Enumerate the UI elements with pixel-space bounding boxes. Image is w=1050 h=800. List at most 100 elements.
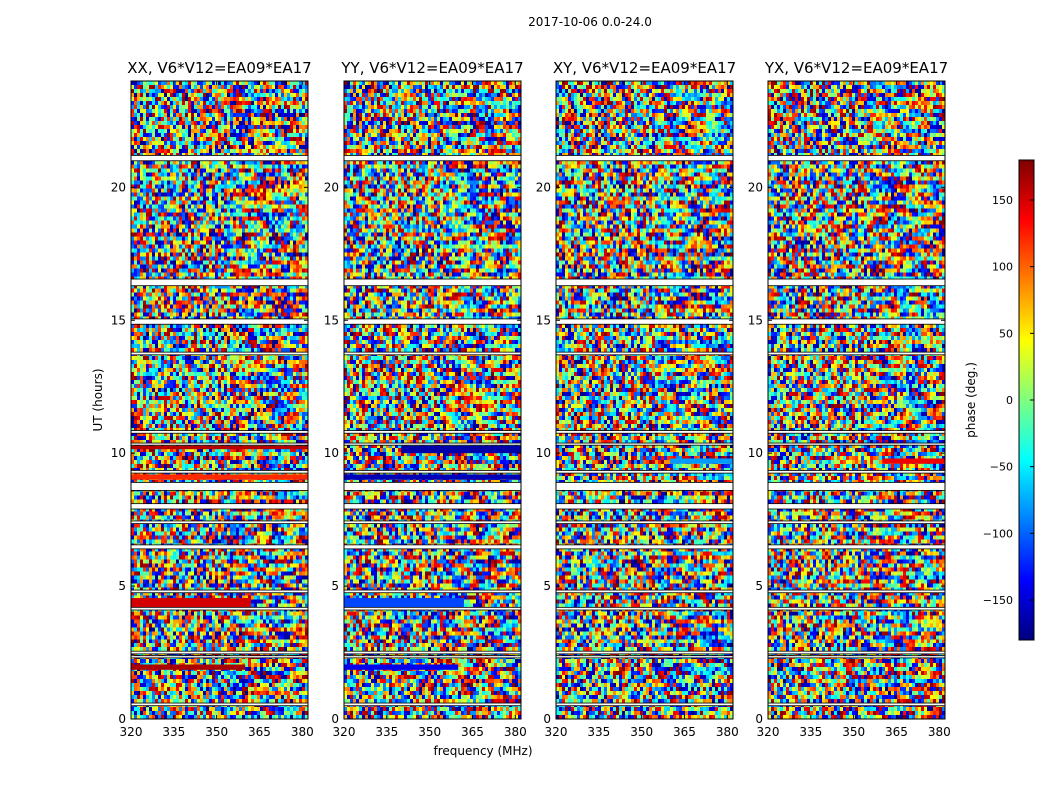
- flagged-gap: [555, 470, 734, 474]
- flagged-gap: [767, 606, 946, 611]
- x-tick-label: 380: [291, 725, 314, 739]
- flagged-gap: [343, 544, 522, 550]
- x-tick-label: 335: [375, 725, 398, 739]
- y-tick-label: 20: [536, 180, 551, 194]
- x-tick-label: 320: [757, 725, 780, 739]
- colorbar-tick-label: −150: [983, 594, 1013, 607]
- panel-frame: [130, 80, 309, 720]
- flagged-gap: [767, 430, 946, 434]
- figure-suptitle: 2017-10-06 0.0-24.0: [528, 15, 652, 29]
- flagged-gap: [130, 351, 309, 356]
- panel-title: YY, V6*V12=EA09*EA17: [340, 59, 523, 77]
- flagged-gap: [130, 650, 309, 655]
- flagged-gap: [343, 442, 522, 446]
- panel-title: XX, V6*V12=EA09*EA17: [127, 59, 311, 77]
- flagged-gap: [130, 482, 309, 491]
- phase-field: [131, 81, 308, 719]
- phase-feature: [131, 474, 308, 480]
- y-tick-label: 0: [118, 712, 126, 726]
- phase-feature: [344, 598, 464, 608]
- flagged-gap: [767, 442, 946, 446]
- x-tick-label: 350: [205, 725, 228, 739]
- flagged-gap: [555, 520, 734, 525]
- y-tick-label: 5: [118, 579, 126, 593]
- colorbar-ticks: 150 100 50 0 −50 −100 −150: [983, 194, 1034, 607]
- flagged-gap: [555, 442, 734, 446]
- flagged-gap: [343, 155, 522, 162]
- colorbar-tick-label: −100: [983, 527, 1013, 540]
- flagged-gap: [130, 655, 309, 659]
- flagged-gap: [343, 702, 522, 707]
- x-tick-label: 320: [545, 725, 568, 739]
- flagged-gap: [343, 606, 522, 611]
- x-tick-label: 335: [162, 725, 185, 739]
- flagged-gap: [343, 278, 522, 287]
- phase-feature: [344, 474, 521, 480]
- flagged-gap: [767, 589, 946, 594]
- panel-2: YY, V6*V12=EA09*EA17 320 335 350 365 380 0 5 10 1…: [324, 59, 527, 739]
- panel-1: XX, V6*V12=EA09*EA17 320 335 350 365 380 0 5 10 1…: [111, 59, 314, 739]
- x-tick-label: 380: [928, 725, 951, 739]
- flagged-gap: [130, 589, 309, 594]
- y-tick-label: 0: [755, 712, 763, 726]
- x-tick-label: 350: [418, 725, 441, 739]
- y-tick-label: 0: [331, 712, 339, 726]
- flagged-gap: [130, 442, 309, 446]
- phase-feature: [131, 445, 308, 450]
- y-tick-label: 15: [324, 313, 339, 327]
- flagged-gap: [767, 702, 946, 707]
- flagged-gap: [555, 155, 734, 162]
- flagged-gap: [130, 702, 309, 707]
- flagged-gap: [555, 655, 734, 659]
- flagged-gap: [555, 278, 734, 287]
- flagged-gap: [130, 155, 309, 162]
- x-tick-label: 365: [673, 725, 696, 739]
- phase-field: [556, 81, 733, 719]
- flagged-gap: [343, 318, 522, 325]
- flagged-gap: [130, 470, 309, 474]
- panel-title: XY, V6*V12=EA09*EA17: [553, 59, 736, 77]
- y-tick-label: 10: [324, 446, 339, 460]
- flagged-gap: [343, 655, 522, 659]
- flagged-gap: [555, 503, 734, 510]
- phase-feature: [344, 664, 459, 670]
- colorbar-tick-label: 50: [999, 327, 1013, 340]
- x-tick-label: 320: [120, 725, 143, 739]
- flagged-gap: [130, 520, 309, 525]
- flagged-gap: [555, 430, 734, 434]
- flagged-gap: [767, 520, 946, 525]
- flagged-gap: [767, 351, 946, 356]
- flagged-gap: [555, 702, 734, 707]
- x-tick-label: 380: [716, 725, 739, 739]
- flagged-gap: [555, 318, 734, 325]
- flagged-gap: [767, 318, 946, 325]
- flagged-gap: [767, 655, 946, 659]
- panel-frame: [343, 80, 522, 720]
- colorbar-tick-label: 150: [992, 194, 1013, 207]
- phase-field: [344, 81, 521, 719]
- x-tick-label: 320: [333, 725, 356, 739]
- y-tick-label: 15: [748, 313, 763, 327]
- flagged-gap: [555, 351, 734, 356]
- y-tick-label: 10: [748, 446, 763, 460]
- phase-feature: [131, 598, 251, 608]
- x-tick-label: 380: [504, 725, 527, 739]
- phase-feature: [401, 445, 521, 454]
- flagged-gap: [555, 606, 734, 611]
- flagged-gap: [130, 318, 309, 325]
- x-axis-label: frequency (MHz): [433, 744, 532, 758]
- panel-title: YX, V6*V12=EA09*EA17: [764, 59, 948, 77]
- flagged-gap: [767, 544, 946, 550]
- y-tick-label: 15: [536, 313, 551, 327]
- phase-feature: [670, 458, 733, 464]
- flagged-gap: [343, 430, 522, 434]
- x-tick-label: 365: [248, 725, 271, 739]
- flagged-gap: [555, 589, 734, 594]
- flagged-gap: [130, 606, 309, 611]
- phase-feature: [131, 664, 246, 670]
- colorbar-tick-label: 100: [992, 261, 1013, 274]
- y-tick-label: 0: [543, 712, 551, 726]
- panels: XX, V6*V12=EA09*EA17 320 335 350 365 380 0 5 10 1…: [111, 59, 951, 739]
- y-tick-label: 20: [748, 180, 763, 194]
- flagged-gap: [343, 520, 522, 525]
